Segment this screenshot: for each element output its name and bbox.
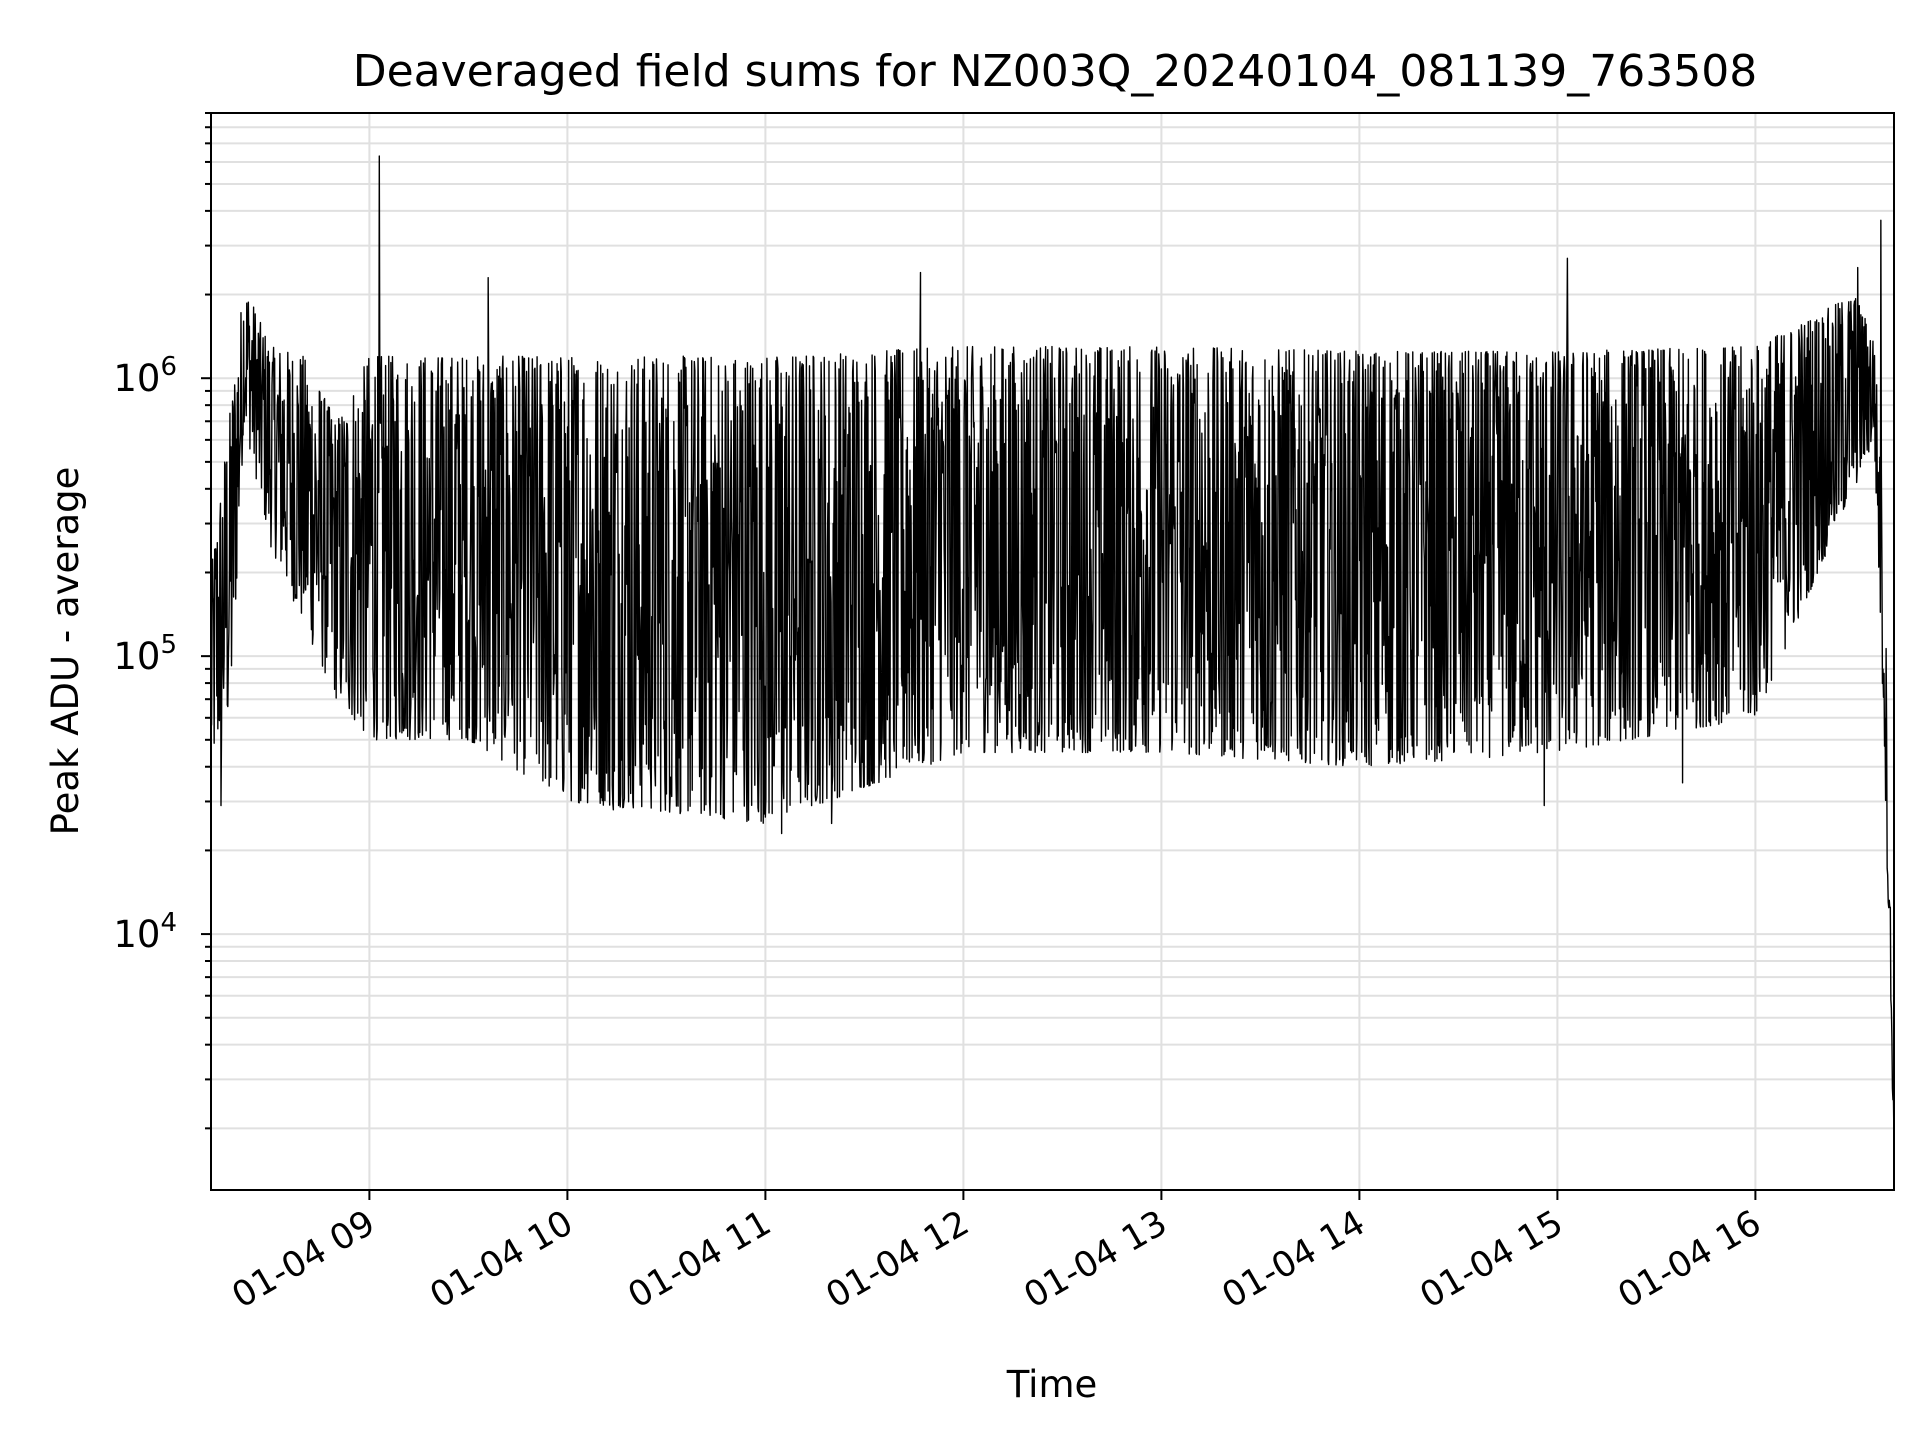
x-tick-label: 01-04 15 <box>1414 1203 1570 1316</box>
x-tick-label: 01-04 09 <box>226 1203 382 1316</box>
x-tick-label: 01-04 11 <box>622 1203 778 1316</box>
y-tick-label: 104 <box>113 908 177 956</box>
plot-frame <box>210 112 1895 1191</box>
y-tick-label: 105 <box>113 630 177 678</box>
x-axis: 01-04 09 01-04 10 01-04 11 01-04 12 01-04 13… <box>226 1190 1768 1316</box>
series-line <box>210 155 1895 1147</box>
series-group <box>210 155 1895 1147</box>
x-tick-label: 01-04 10 <box>424 1203 580 1316</box>
chart-title: Deaveraged field sums for NZ003Q_2024010… <box>353 46 1758 97</box>
y-tick-label: 106 <box>113 352 177 400</box>
x-tick-label: 01-04 14 <box>1216 1203 1372 1316</box>
x-tick-label: 01-04 12 <box>820 1203 976 1316</box>
y-axis-label: Peak ADU - average <box>44 467 87 836</box>
y-axis: 104 105 106 <box>113 112 211 1130</box>
x-tick-label: 01-04 13 <box>1018 1203 1174 1316</box>
x-axis-label: Time <box>1006 1363 1098 1406</box>
x-tick-label: 01-04 16 <box>1612 1203 1768 1316</box>
